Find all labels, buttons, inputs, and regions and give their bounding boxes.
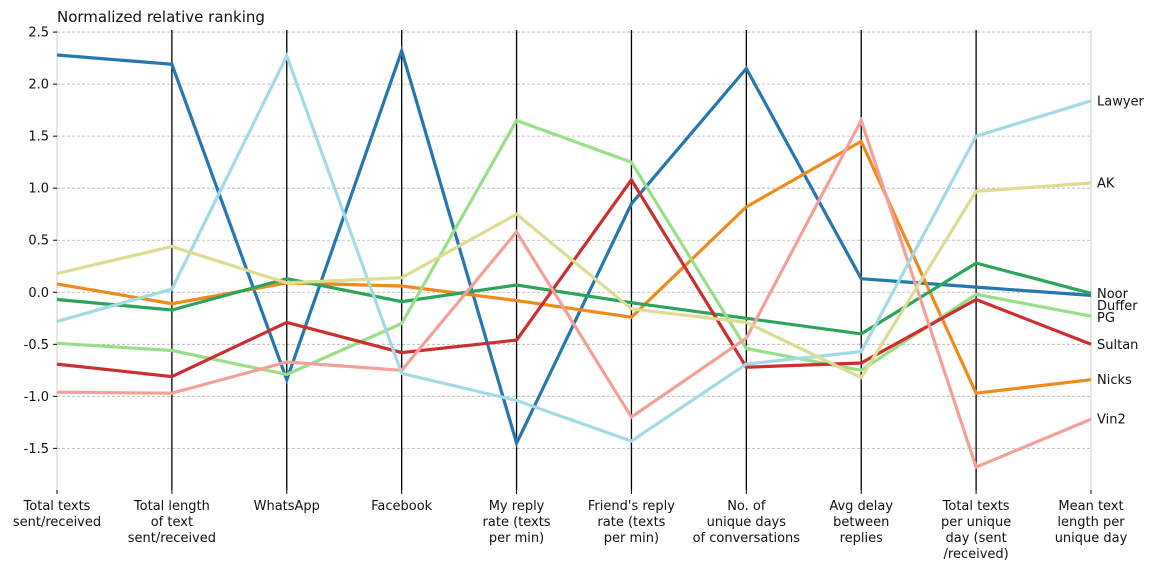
chart-title: Normalized relative ranking (57, 8, 265, 26)
line-end-label-sultan: Sultan (1097, 338, 1138, 353)
gridlines (57, 31, 1091, 449)
y-tick-label: -1.5 (24, 442, 49, 457)
category-label: Total length of text sent/received (128, 499, 216, 546)
y-tick-label: 0.5 (28, 234, 49, 249)
line-end-label-ak: AK (1097, 176, 1115, 191)
line-end-label-duffer: Duffer (1097, 299, 1138, 314)
line-end-label-nicks: Nicks (1097, 373, 1132, 388)
category-label: Total texts per unique day (sent/received) (941, 499, 1011, 562)
y-tick-label: 2.0 (28, 78, 49, 93)
category-label: WhatsApp (254, 499, 320, 514)
y-tick-labels: -1.5 -1.0 -0.5 0.0 0.5 1.0 1.5 2.0 2.5 (24, 26, 57, 457)
category-label: Total texts sent/received (13, 499, 101, 530)
category-axes (56, 30, 1092, 494)
series-line-duffer (56, 45, 1092, 448)
category-labels: Total texts sent/received Total length of t… (13, 499, 1128, 562)
series-lines (56, 45, 1092, 470)
category-label: Friend's reply rate (texts per min) (588, 499, 675, 546)
line-end-label-pg: PG (1097, 311, 1115, 326)
series-line-ak (56, 181, 1092, 380)
category-label: Facebook (371, 499, 433, 514)
line-end-label-noor: Noor (1097, 287, 1129, 302)
series-line-pg (56, 118, 1092, 377)
y-tick-label: 1.5 (28, 130, 49, 145)
category-label: Mean text length per unique day (1055, 499, 1128, 546)
category-label: My reply rate (texts per min) (483, 499, 551, 546)
category-label: No. of unique days of conversations (693, 499, 801, 546)
y-tick-label: 1.0 (28, 182, 49, 197)
y-tick-label: 0.0 (28, 286, 49, 301)
series-line-vin2 (56, 116, 1092, 470)
y-tick-label: -1.0 (24, 390, 49, 405)
series-line-lawyer (56, 51, 1092, 443)
line-end-label-vin2: Vin2 (1097, 413, 1126, 428)
y-tick-label: 2.5 (28, 26, 49, 41)
line-end-label-lawyer: Lawyer (1097, 94, 1145, 109)
y-tick-label: -0.5 (24, 338, 49, 353)
category-label: Avg delay between replies (829, 499, 893, 546)
